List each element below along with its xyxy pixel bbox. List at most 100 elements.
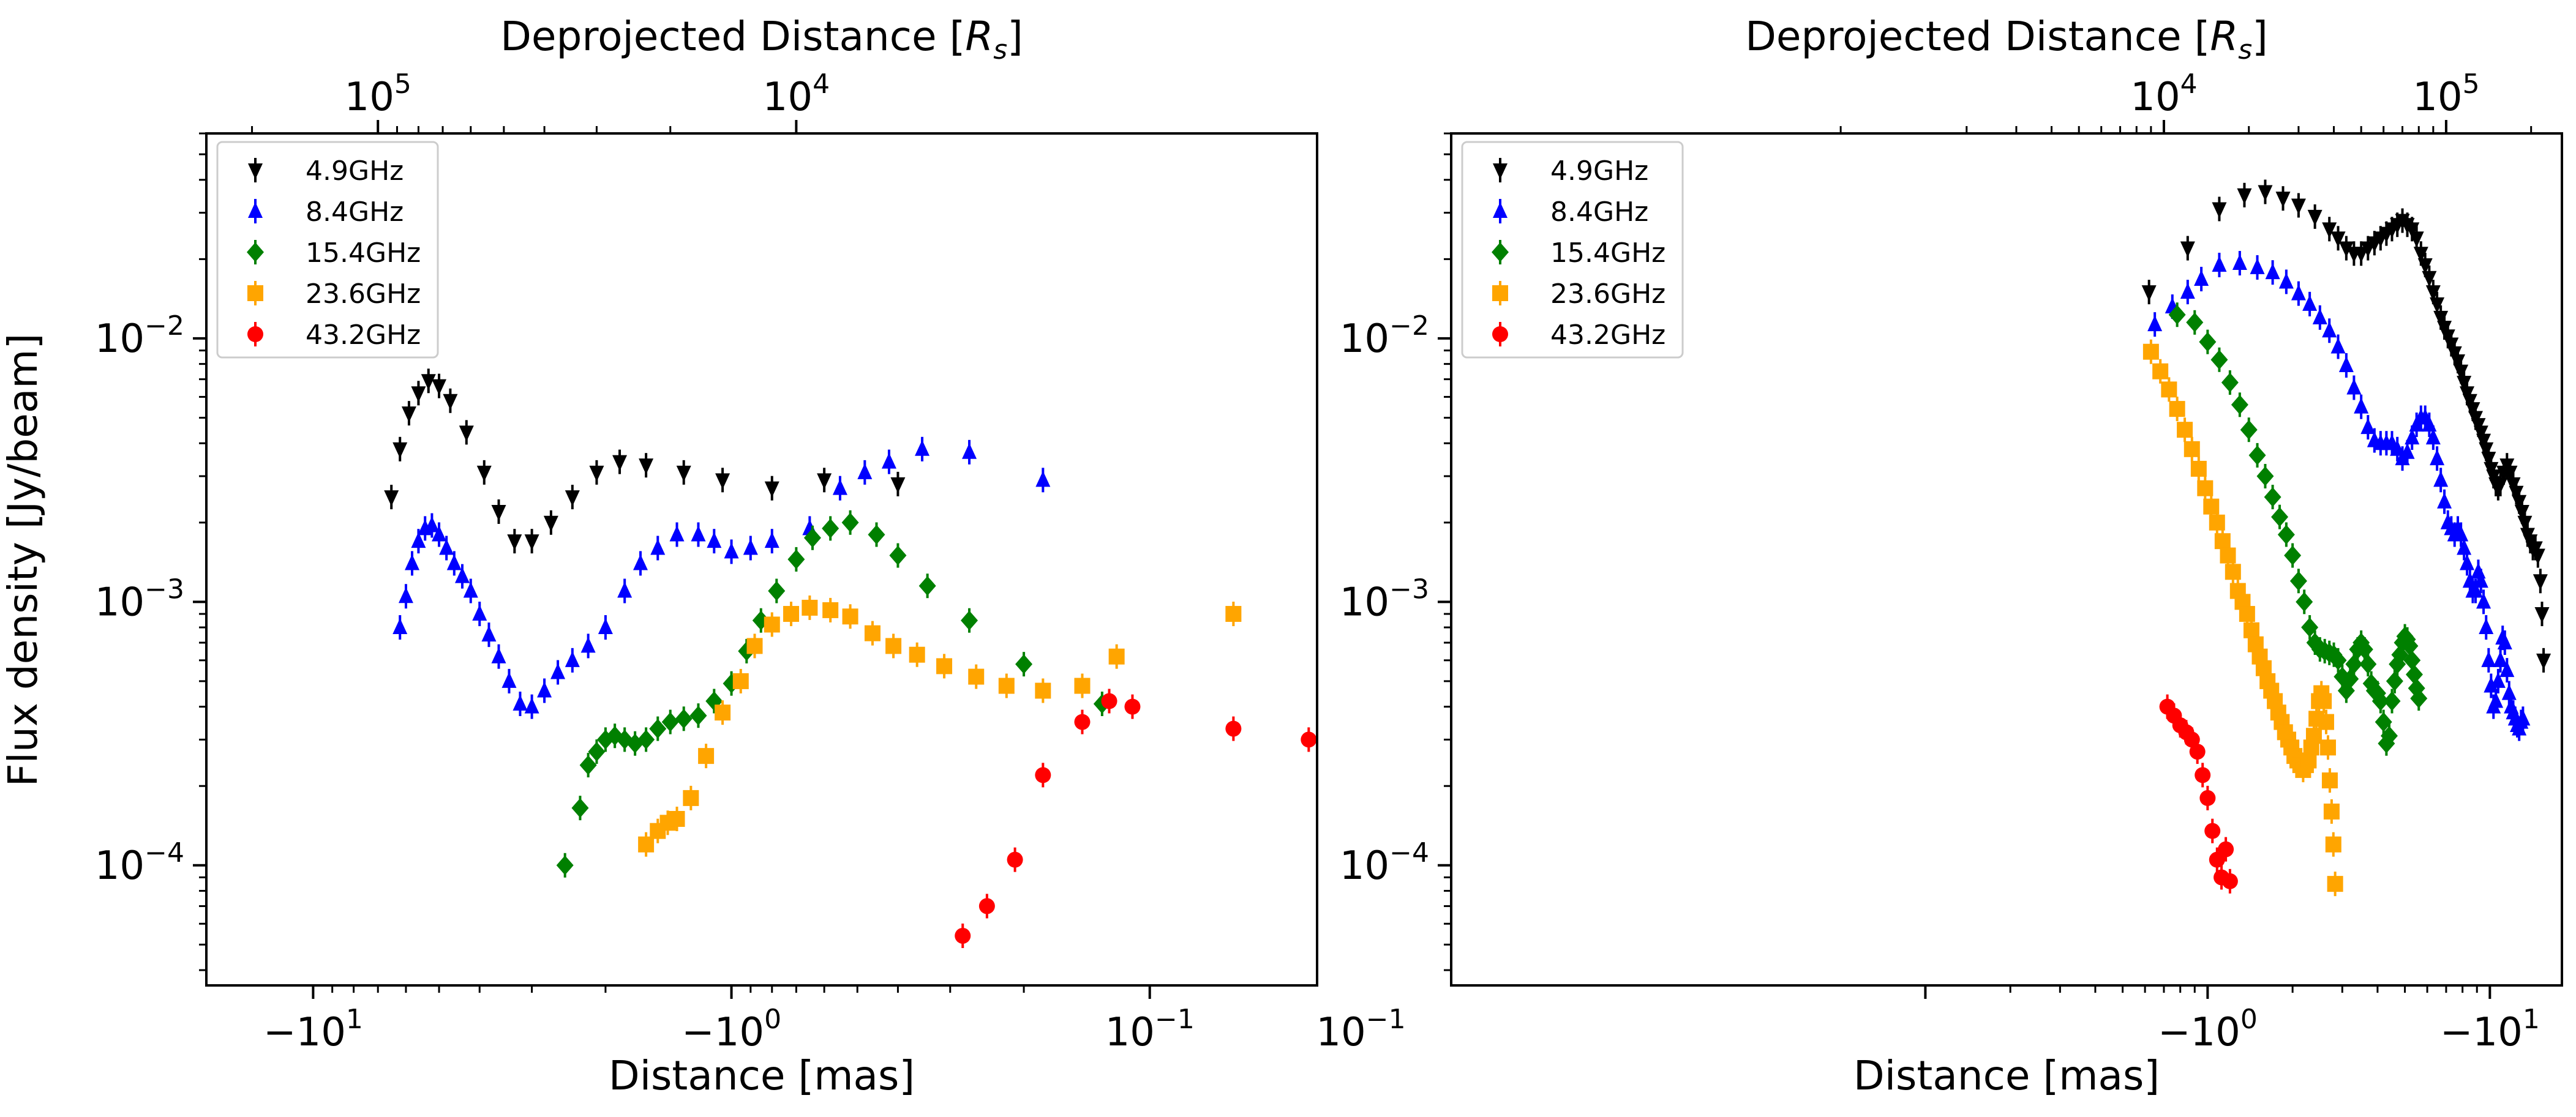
- right-top-tick-label: 105: [2413, 69, 2479, 120]
- data-point: [476, 465, 492, 482]
- legend-label-4-9GHz: 4.9GHz: [1550, 155, 1648, 187]
- data-point: [1015, 654, 1033, 674]
- data-point: [2312, 308, 2327, 324]
- data-point: [2338, 356, 2354, 372]
- data-point: [2330, 337, 2346, 354]
- data-point: [802, 599, 818, 616]
- right-y-tick-label: 10−3: [1340, 573, 1429, 625]
- data-point: [2338, 241, 2354, 258]
- data-point: [2168, 305, 2186, 325]
- legend-label-15-4GHz: 15.4GHz: [306, 237, 421, 269]
- data-point: [2197, 480, 2214, 496]
- data-point: [2457, 539, 2472, 555]
- data-point: [392, 442, 408, 458]
- data-point: [691, 525, 706, 542]
- right-series-4-9GHz: [2141, 179, 2552, 673]
- data-point: [2291, 284, 2306, 301]
- data-point: [2142, 343, 2159, 360]
- data-point: [868, 525, 885, 545]
- data-point: [398, 587, 413, 603]
- data-point: [513, 695, 528, 711]
- data-point: [2218, 841, 2234, 857]
- data-point: [2405, 428, 2420, 445]
- data-point: [669, 810, 685, 827]
- data-point: [1101, 693, 1117, 709]
- data-point: [1035, 682, 1051, 699]
- data-point: [1035, 471, 1051, 487]
- data-point: [424, 516, 440, 532]
- data-point: [2277, 525, 2295, 545]
- data-point: [2450, 354, 2466, 371]
- data-point: [2250, 258, 2265, 274]
- left-x-tick-label: 10−1: [1105, 1004, 1195, 1055]
- left-x-tick-label: −100: [682, 1004, 781, 1055]
- data-point: [507, 534, 522, 551]
- right-top-tick-label: 104: [2130, 69, 2197, 120]
- left-series-43-2GHz: [955, 689, 1317, 948]
- data-point: [589, 465, 604, 482]
- data-point: [707, 532, 722, 548]
- right-legend: 4.9GHz 8.4GHz 15.4GHz 23.6GHz 43.2GHz: [1461, 141, 1684, 359]
- data-point: [2209, 514, 2225, 531]
- data-point: [2152, 363, 2169, 379]
- data-point: [612, 455, 628, 471]
- data-point: [2493, 651, 2508, 667]
- data-point: [2437, 492, 2452, 509]
- data-point: [565, 490, 580, 507]
- data-point: [2199, 332, 2217, 352]
- data-point: [918, 576, 936, 596]
- data-point: [550, 663, 566, 679]
- legend-label-15-4GHz: 15.4GHz: [1550, 237, 1665, 269]
- data-point: [2386, 671, 2403, 691]
- data-point: [2497, 633, 2512, 650]
- data-point: [864, 625, 881, 641]
- data-point: [817, 473, 832, 490]
- right-x-tick-label: 10−1: [1316, 1004, 1405, 1055]
- data-point: [588, 742, 606, 762]
- data-point: [421, 374, 436, 390]
- data-point: [2221, 873, 2238, 889]
- data-point: [2225, 564, 2241, 580]
- data-point: [2195, 767, 2211, 783]
- data-point: [454, 567, 470, 583]
- data-point: [2488, 692, 2504, 708]
- data-point: [2161, 381, 2177, 398]
- data-point: [2177, 422, 2193, 438]
- left-top-axis-label: Deprojected Distance [Rs]: [500, 13, 1023, 65]
- data-point: [885, 638, 902, 654]
- data-point: [2231, 395, 2248, 415]
- data-point: [617, 581, 633, 598]
- data-point: [2468, 581, 2484, 598]
- data-point: [2371, 691, 2389, 711]
- data-point: [803, 528, 821, 548]
- data-point: [2499, 661, 2515, 678]
- left-legend-box: [216, 141, 439, 359]
- left-series-4-9GHz: [384, 368, 906, 554]
- data-point: [915, 439, 930, 456]
- legend-marker-15-4GHz: [1492, 242, 1509, 262]
- data-point: [432, 525, 447, 542]
- right-x-tick-label: −100: [2158, 1004, 2258, 1055]
- data-point: [638, 836, 655, 853]
- data-point: [2256, 466, 2274, 486]
- data-point: [2417, 258, 2433, 274]
- data-point: [432, 379, 447, 395]
- data-point: [998, 678, 1015, 694]
- right-legend-box: [1461, 141, 1684, 359]
- data-point: [822, 518, 839, 539]
- data-point: [2184, 441, 2200, 457]
- data-point: [2410, 689, 2428, 709]
- data-point: [491, 504, 506, 521]
- legend-label-8-4GHz: 8.4GHz: [306, 196, 404, 228]
- data-point: [2533, 574, 2548, 591]
- data-point: [2323, 803, 2340, 820]
- data-point: [2221, 373, 2239, 393]
- data-point: [459, 425, 474, 442]
- data-point: [439, 539, 454, 555]
- data-point: [1074, 678, 1091, 694]
- right-y-tick-label: 10−4: [1340, 837, 1429, 889]
- data-point: [392, 618, 408, 635]
- data-point: [2305, 728, 2322, 744]
- left-top-tick-label: 105: [344, 69, 411, 120]
- right-data: [2141, 179, 2552, 897]
